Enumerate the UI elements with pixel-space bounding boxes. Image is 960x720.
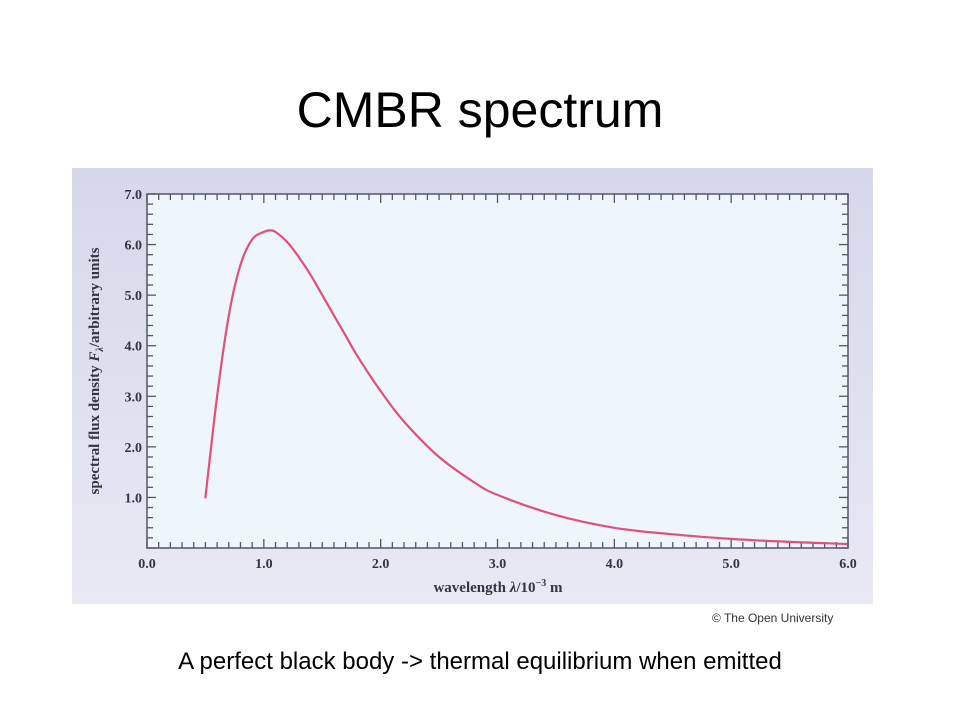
x-tick-label: 0.0 — [138, 557, 156, 572]
y-tick-label: 1.0 — [125, 491, 143, 506]
y-tick-label: 7.0 — [125, 188, 143, 203]
copyright-credit: © The Open University — [712, 611, 834, 625]
y-tick-label: 3.0 — [125, 390, 143, 405]
y-tick-label: 4.0 — [125, 340, 143, 355]
x-tick-label: 2.0 — [372, 557, 390, 572]
x-tick-label: 6.0 — [839, 557, 857, 572]
x-tick-label: 5.0 — [722, 557, 740, 572]
y-axis-label: spectral flux density Fλ/arbitrary units — [87, 247, 106, 494]
plot-area — [147, 194, 848, 548]
slide-caption: A perfect black body -> thermal equilibr… — [178, 648, 782, 675]
axis-ticks — [146, 193, 849, 549]
y-tick-labels: 1.0 2.0 3.0 4.0 5.0 6.0 7.0 — [125, 188, 143, 506]
x-tick-label: 4.0 — [606, 557, 624, 572]
x-tick-label: 1.0 — [255, 557, 272, 572]
slide-title: CMBR spectrum — [296, 82, 664, 138]
x-tick-labels: 0.0 1.0 2.0 3.0 4.0 5.0 6.0 — [138, 557, 857, 572]
spectrum-curve — [204, 229, 850, 546]
x-tick-label: 3.0 — [489, 557, 507, 572]
y-tick-label: 2.0 — [125, 441, 143, 456]
cmbr-spectrum-chart: 0.0 1.0 2.0 3.0 4.0 5.0 6.0 1.0 2.0 3.0 4.0 5.0 6.0… — [72, 168, 873, 604]
x-axis-label: wavelength λ/10−3 m — [433, 578, 563, 596]
plot-border — [146, 193, 849, 549]
y-tick-label: 5.0 — [125, 289, 143, 304]
cmbr-spectrum-figure: 0.0 1.0 2.0 3.0 4.0 5.0 6.0 1.0 2.0 3.0 4.0 5.0 6.0… — [72, 168, 873, 604]
y-tick-label: 6.0 — [125, 239, 143, 254]
